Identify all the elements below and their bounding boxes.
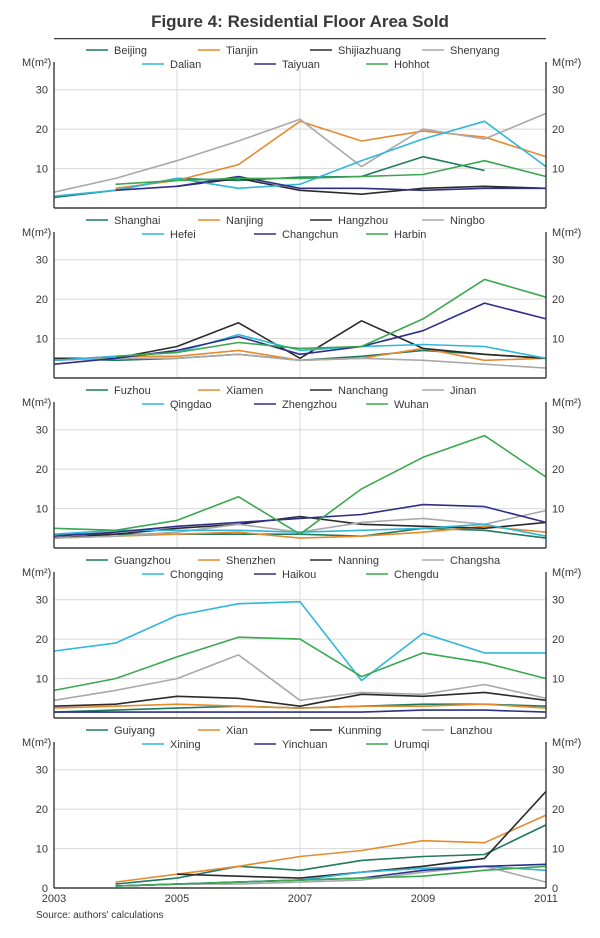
svg-text:30: 30 <box>552 765 564 777</box>
legend-label: Hefei <box>170 229 196 241</box>
svg-text:10: 10 <box>36 674 48 686</box>
svg-text:10: 10 <box>36 164 48 176</box>
svg-text:10: 10 <box>36 504 48 516</box>
svg-text:30: 30 <box>36 85 48 97</box>
legend-label: Wuhan <box>394 399 429 411</box>
svg-text:10: 10 <box>36 844 48 856</box>
svg-text:20: 20 <box>552 294 564 306</box>
svg-text:10: 10 <box>552 844 564 856</box>
legend-label: Shanghai <box>114 215 161 227</box>
legend-label: Shenyang <box>450 45 500 57</box>
x-tick-label: 2011 <box>534 893 558 905</box>
figure-title: Figure 4: Residential Floor Area Sold <box>8 12 592 32</box>
legend-label: Qingdao <box>170 399 212 411</box>
svg-text:M(m²): M(m²) <box>552 737 581 749</box>
legend-label: Kunming <box>338 725 381 737</box>
svg-text:10: 10 <box>552 504 564 516</box>
source-note: Source: authors' calculations <box>8 910 592 921</box>
svg-text:M(m²): M(m²) <box>22 397 51 409</box>
legend-label: Lanzhou <box>450 725 492 737</box>
x-tick-label: 2003 <box>42 893 66 905</box>
svg-text:20: 20 <box>36 634 48 646</box>
svg-text:M(m²): M(m²) <box>22 227 51 239</box>
legend-label: Shijiazhuang <box>338 45 401 57</box>
legend-label: Shenzhen <box>226 555 276 567</box>
svg-text:M(m²): M(m²) <box>22 57 51 69</box>
svg-text:30: 30 <box>552 425 564 437</box>
svg-text:20: 20 <box>552 634 564 646</box>
svg-text:20: 20 <box>36 124 48 136</box>
legend-label: Beijing <box>114 45 147 57</box>
legend-label: Ningbo <box>450 215 485 227</box>
legend-label: Taiyuan <box>282 59 320 71</box>
svg-text:30: 30 <box>552 595 564 607</box>
svg-text:M(m²): M(m²) <box>22 567 51 579</box>
legend-label: Guangzhou <box>114 555 171 567</box>
legend-label: Urumqi <box>394 739 429 751</box>
x-tick-label: 2005 <box>165 893 189 905</box>
legend-label: Tianjin <box>226 45 258 57</box>
svg-text:30: 30 <box>36 425 48 437</box>
legend-label: Nanning <box>338 555 379 567</box>
legend-label: Xiamen <box>226 385 263 397</box>
series-xining <box>116 866 547 886</box>
legend-label: Hangzhou <box>338 215 388 227</box>
svg-text:20: 20 <box>36 804 48 816</box>
series-kunming <box>177 791 546 878</box>
svg-text:10: 10 <box>552 334 564 346</box>
svg-text:M(m²): M(m²) <box>552 227 581 239</box>
svg-text:30: 30 <box>552 85 564 97</box>
legend-label: Zhengzhou <box>282 399 337 411</box>
svg-text:10: 10 <box>552 674 564 686</box>
legend-label: Hohhot <box>394 59 429 71</box>
chart-grid: M(m²) M(m²) 10 10 20 20 30 30 Beijing Tianjin Shij… <box>8 38 592 906</box>
svg-text:M(m²): M(m²) <box>552 567 581 579</box>
svg-text:10: 10 <box>36 334 48 346</box>
svg-text:20: 20 <box>36 464 48 476</box>
svg-text:10: 10 <box>552 164 564 176</box>
svg-text:30: 30 <box>36 255 48 267</box>
svg-text:30: 30 <box>552 255 564 267</box>
svg-text:20: 20 <box>552 464 564 476</box>
legend-label: Fuzhou <box>114 385 151 397</box>
x-tick-label: 2009 <box>411 893 435 905</box>
legend-label: Chongqing <box>170 569 223 581</box>
legend-label: Xining <box>170 739 201 751</box>
legend-label: Nanjing <box>226 215 263 227</box>
svg-text:M(m²): M(m²) <box>22 737 51 749</box>
svg-text:20: 20 <box>552 124 564 136</box>
svg-text:20: 20 <box>36 294 48 306</box>
svg-text:M(m²): M(m²) <box>552 57 581 69</box>
legend-label: Jinan <box>450 385 476 397</box>
svg-text:20: 20 <box>552 804 564 816</box>
svg-text:30: 30 <box>36 595 48 607</box>
legend-label: Chengdu <box>394 569 439 581</box>
legend-label: Changchun <box>282 229 338 241</box>
legend-label: Nanchang <box>338 385 388 397</box>
svg-text:M(m²): M(m²) <box>552 397 581 409</box>
legend-label: Harbin <box>394 229 426 241</box>
legend-label: Xian <box>226 725 248 737</box>
legend-label: Yinchuan <box>282 739 327 751</box>
legend-label: Haikou <box>282 569 316 581</box>
legend-label: Dalian <box>170 59 201 71</box>
legend-label: Changsha <box>450 555 501 567</box>
svg-text:30: 30 <box>36 765 48 777</box>
legend-label: Guiyang <box>114 725 155 737</box>
x-tick-label: 2007 <box>288 893 312 905</box>
